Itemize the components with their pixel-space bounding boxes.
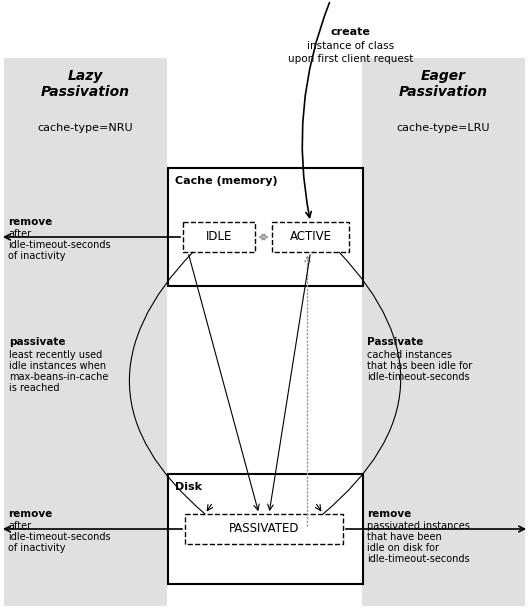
Text: passivated instances: passivated instances xyxy=(367,521,470,531)
Bar xyxy=(168,168,363,286)
Text: Cache (memory): Cache (memory) xyxy=(175,176,278,186)
Text: Lazy: Lazy xyxy=(68,69,103,83)
Text: is reached: is reached xyxy=(9,383,59,393)
Text: cached instances: cached instances xyxy=(367,350,452,360)
Text: max-beans-in-cache: max-beans-in-cache xyxy=(9,372,108,382)
Text: remove: remove xyxy=(8,217,52,227)
Text: least recently used: least recently used xyxy=(9,350,102,360)
Text: ACTIVE: ACTIVE xyxy=(289,230,332,243)
Bar xyxy=(4,58,167,606)
Text: remove: remove xyxy=(367,509,411,519)
Text: of inactivity: of inactivity xyxy=(8,543,66,553)
Text: cache-type=LRU: cache-type=LRU xyxy=(397,123,490,133)
Text: instance of class: instance of class xyxy=(307,41,394,51)
Text: after: after xyxy=(8,229,31,239)
Text: cache-type=NRU: cache-type=NRU xyxy=(38,123,133,133)
Text: idle-timeout-seconds: idle-timeout-seconds xyxy=(8,532,111,542)
Text: of inactivity: of inactivity xyxy=(8,251,66,261)
Text: Passivate: Passivate xyxy=(367,337,423,347)
Bar xyxy=(185,514,343,544)
Bar xyxy=(362,58,525,606)
Text: that has been idle for: that has been idle for xyxy=(367,361,472,371)
Text: that have been: that have been xyxy=(367,532,442,542)
Text: remove: remove xyxy=(8,509,52,519)
Text: create: create xyxy=(331,27,370,37)
Text: idle-timeout-seconds: idle-timeout-seconds xyxy=(367,554,470,564)
Text: idle-timeout-seconds: idle-timeout-seconds xyxy=(367,372,470,382)
Text: upon first client request: upon first client request xyxy=(288,54,413,64)
Text: idle on disk for: idle on disk for xyxy=(367,543,439,553)
Bar xyxy=(272,222,349,252)
Text: passivate: passivate xyxy=(9,337,66,347)
Text: idle-timeout-seconds: idle-timeout-seconds xyxy=(8,240,111,250)
Text: Passivation: Passivation xyxy=(399,85,488,99)
Bar xyxy=(183,222,255,252)
Text: Disk: Disk xyxy=(175,482,202,492)
Text: Eager: Eager xyxy=(421,69,466,83)
Text: idle instances when: idle instances when xyxy=(9,361,106,371)
Bar xyxy=(168,474,363,584)
Text: PASSIVATED: PASSIVATED xyxy=(229,522,299,536)
Text: Passivation: Passivation xyxy=(41,85,130,99)
Text: IDLE: IDLE xyxy=(206,230,232,243)
Text: after: after xyxy=(8,521,31,531)
